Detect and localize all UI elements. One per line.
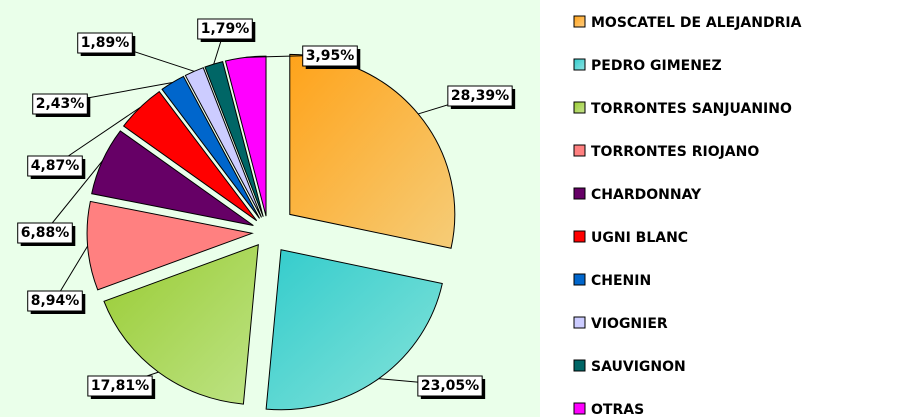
plot-area bbox=[0, 0, 540, 417]
legend-label: VIOGNIER bbox=[591, 316, 668, 332]
data-label: 1,89% bbox=[81, 35, 130, 51]
data-label: 8,94% bbox=[31, 293, 80, 309]
legend-swatch bbox=[573, 402, 586, 415]
legend-swatch bbox=[573, 15, 586, 28]
label-box bbox=[32, 93, 88, 115]
label-box bbox=[87, 375, 153, 397]
data-label: 3,95% bbox=[306, 48, 355, 64]
leader-line bbox=[44, 160, 103, 233]
legend-label: TORRONTES SANJUANINO bbox=[591, 101, 792, 117]
legend: MOSCATEL DE ALEJANDRIA PEDRO GIMENEZ TORRO… bbox=[573, 15, 802, 417]
legend-label: CHARDONNAY bbox=[591, 187, 702, 203]
data-label: 28,39% bbox=[451, 88, 509, 104]
label-box bbox=[302, 45, 358, 67]
label-box bbox=[17, 222, 73, 244]
label-box bbox=[77, 32, 133, 54]
legend-label: PEDRO GIMENEZ bbox=[591, 58, 722, 74]
pie-slice bbox=[161, 75, 260, 219]
legend-label: TORRONTES RIOJANO bbox=[591, 144, 759, 160]
pie-slice bbox=[86, 200, 254, 291]
label-box bbox=[27, 155, 83, 177]
legend-label: SAUVIGNON bbox=[591, 359, 686, 375]
pie-slice bbox=[122, 90, 258, 222]
label-box bbox=[417, 375, 483, 397]
leader-line bbox=[54, 107, 141, 166]
label-box bbox=[447, 85, 513, 107]
label-box bbox=[197, 18, 253, 40]
legend-label: MOSCATEL DE ALEJANDRIA bbox=[591, 15, 802, 31]
data-label: 4,87% bbox=[31, 158, 80, 174]
data-label: 6,88% bbox=[21, 225, 70, 241]
legend-label: OTRAS bbox=[591, 402, 644, 417]
data-label: 23,05% bbox=[421, 378, 479, 394]
legend-swatch bbox=[573, 273, 586, 286]
legend-label: UGNI BLANC bbox=[591, 230, 688, 246]
data-label: 2,43% bbox=[36, 96, 85, 112]
pie-slice bbox=[265, 249, 443, 411]
legend-swatch bbox=[573, 187, 586, 200]
data-label: 1,79% bbox=[201, 21, 250, 37]
legend-swatch bbox=[573, 230, 586, 243]
pie-slice bbox=[103, 243, 259, 405]
legend-swatch bbox=[573, 58, 586, 71]
pie bbox=[86, 53, 456, 411]
label-box bbox=[27, 290, 83, 312]
legend-label: CHENIN bbox=[591, 273, 651, 289]
labels: 28,39% 23,05% 17,81% 8,94% 6,88% 4,87% 2,43% 1,… bbox=[17, 18, 516, 399]
pie-slice bbox=[91, 130, 254, 227]
legend-swatch bbox=[573, 316, 586, 329]
legend-swatch bbox=[573, 101, 586, 114]
pie-slice bbox=[184, 67, 262, 218]
legend-swatch bbox=[573, 359, 586, 372]
legend-swatch bbox=[573, 144, 586, 157]
data-label: 17,81% bbox=[91, 378, 149, 394]
